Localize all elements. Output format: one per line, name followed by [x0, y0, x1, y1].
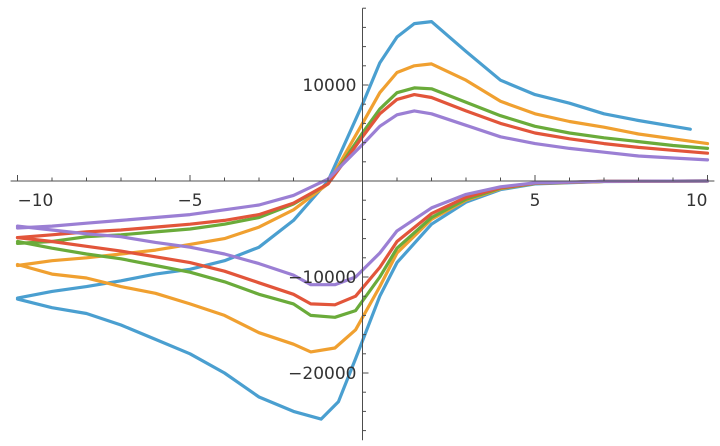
series-line-3: [15, 62, 710, 268]
series-layer: [15, 20, 710, 421]
x-tick-label: 5: [530, 191, 541, 211]
y-tick-label: 10000: [302, 76, 356, 96]
x-tick-label: 10: [686, 191, 708, 211]
y-tick-label: −20000: [288, 364, 356, 384]
y-tick-label: −10000: [288, 268, 356, 288]
series-line-7: [15, 93, 710, 240]
axes: −10 −5 5 10 10000 −10000 −20000: [10, 7, 715, 441]
x-tick-label: −5: [177, 191, 202, 211]
x-tick-label: −10: [18, 191, 54, 211]
series-line-1: [15, 20, 692, 300]
series-line-5: [15, 86, 710, 245]
series-line-10: [15, 179, 710, 287]
series-line-9: [15, 109, 710, 230]
